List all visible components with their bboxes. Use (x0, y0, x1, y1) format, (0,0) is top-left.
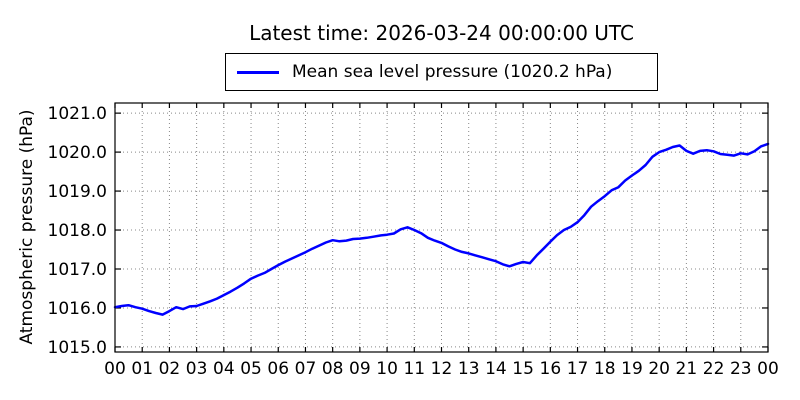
pressure-line-series (113, 142, 770, 316)
x-tick-label: 07 (295, 359, 317, 379)
y-tick-label: 1018.0 (48, 221, 107, 241)
x-tick-label: 03 (186, 359, 208, 379)
x-tick-label: 11 (403, 359, 425, 379)
x-tick-label: 14 (485, 359, 507, 379)
axes-frame (114, 102, 769, 353)
y-tick-label: 1019.0 (48, 182, 107, 202)
x-tick-label: 09 (349, 359, 371, 379)
x-tick-label: 20 (648, 359, 670, 379)
x-tick-label: 05 (240, 359, 262, 379)
x-tick-label: 12 (431, 359, 453, 379)
x-tick-label: 08 (322, 359, 344, 379)
x-tick-label: 18 (594, 359, 616, 379)
x-tick-label: 01 (131, 359, 153, 379)
x-tick-label: 00 (757, 359, 779, 379)
y-tick-label: 1015.0 (48, 338, 107, 358)
x-tick-label: 10 (376, 359, 398, 379)
legend: Mean sea level pressure (1020.2 hPa) (225, 53, 658, 91)
x-tick-label: 02 (159, 359, 181, 379)
y-tick-label: 1020.0 (48, 143, 107, 163)
x-tick-label: 16 (540, 359, 562, 379)
y-tick-label: 1017.0 (48, 260, 107, 280)
x-tick-label: 04 (213, 359, 235, 379)
x-tick-label: 23 (730, 359, 752, 379)
x-tick-label: 17 (567, 359, 589, 379)
chart-title: Latest time: 2026-03-24 00:00:00 UTC (249, 21, 634, 45)
x-tick-label: 06 (267, 359, 289, 379)
legend-label: Mean sea level pressure (1020.2 hPa) (292, 62, 613, 82)
x-tick-label: 13 (458, 359, 480, 379)
y-tick-label: 1016.0 (48, 299, 107, 319)
x-tick-label: 22 (703, 359, 725, 379)
legend-line-swatch (237, 70, 279, 74)
y-tick-label: 1021.0 (48, 104, 107, 124)
x-tick-label: 21 (676, 359, 698, 379)
x-tick-label: 00 (104, 359, 126, 379)
x-tick-label: 15 (512, 359, 534, 379)
x-tick-label: 19 (621, 359, 643, 379)
